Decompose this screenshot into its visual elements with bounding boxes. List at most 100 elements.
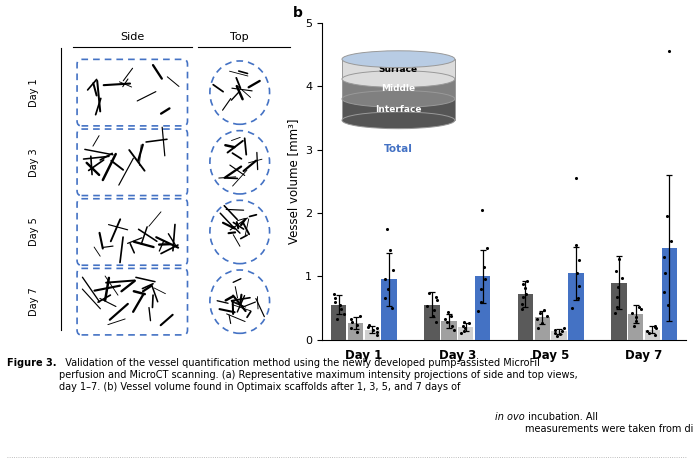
Point xyxy=(338,311,349,318)
Point xyxy=(663,301,674,308)
Point xyxy=(520,291,532,298)
Point xyxy=(473,308,484,315)
Point xyxy=(475,285,486,293)
Bar xyxy=(331,305,346,340)
Bar xyxy=(518,294,533,340)
Text: Day 1: Day 1 xyxy=(29,78,39,107)
Bar xyxy=(662,248,677,340)
Point xyxy=(658,289,669,296)
Point xyxy=(364,321,375,329)
Point xyxy=(611,303,622,310)
Bar xyxy=(441,321,457,340)
Point xyxy=(642,327,653,335)
Point xyxy=(335,306,346,313)
Point xyxy=(551,332,562,340)
Point xyxy=(573,257,584,264)
Text: Day 5: Day 5 xyxy=(29,218,39,246)
Point xyxy=(660,269,671,277)
Y-axis label: Vessel volume [mm³]: Vessel volume [mm³] xyxy=(286,118,299,244)
Point xyxy=(541,312,552,319)
Point xyxy=(481,244,492,252)
Point xyxy=(613,283,624,291)
Point xyxy=(387,304,398,312)
Point xyxy=(480,276,491,283)
Point xyxy=(351,328,362,336)
Point xyxy=(475,298,486,305)
Bar xyxy=(552,331,567,340)
Point xyxy=(429,306,440,313)
Point xyxy=(550,329,561,336)
Point xyxy=(421,302,432,310)
Point xyxy=(610,268,621,275)
Point xyxy=(571,269,582,277)
Point xyxy=(570,174,581,182)
Point xyxy=(644,329,655,336)
Point xyxy=(658,254,669,261)
Point xyxy=(518,294,529,301)
Point xyxy=(649,322,660,330)
Point xyxy=(616,274,627,282)
Point xyxy=(382,285,393,293)
Point xyxy=(566,304,577,312)
Point xyxy=(439,315,450,322)
Point xyxy=(538,306,550,313)
Point xyxy=(533,325,544,332)
Bar xyxy=(644,330,660,340)
Point xyxy=(430,293,441,300)
Point xyxy=(559,325,570,332)
Point xyxy=(573,282,584,290)
Point xyxy=(458,322,469,330)
Point xyxy=(447,322,458,330)
Point xyxy=(328,291,340,298)
Bar xyxy=(611,283,626,340)
Point xyxy=(628,322,639,330)
Text: Day 7: Day 7 xyxy=(29,287,39,316)
Point xyxy=(556,328,568,335)
Point xyxy=(458,327,469,335)
Point xyxy=(570,241,581,248)
Point xyxy=(387,266,398,274)
Text: Day 3: Day 3 xyxy=(29,148,39,177)
Bar xyxy=(458,327,473,340)
Point xyxy=(379,295,390,302)
Point xyxy=(428,312,439,319)
Point xyxy=(633,303,644,310)
Bar xyxy=(365,330,380,340)
Point xyxy=(430,318,441,325)
Point xyxy=(650,325,661,332)
Point xyxy=(345,325,356,332)
Point xyxy=(518,280,529,288)
Point xyxy=(371,331,383,338)
Point xyxy=(459,318,470,325)
Point xyxy=(549,326,560,333)
Text: Side: Side xyxy=(120,33,144,42)
Text: Figure 3.: Figure 3. xyxy=(7,358,56,369)
Point xyxy=(380,276,391,283)
Point xyxy=(635,306,647,313)
Point xyxy=(443,309,454,316)
Bar xyxy=(628,314,643,340)
Point xyxy=(532,316,543,323)
Bar xyxy=(348,323,363,340)
Point xyxy=(346,318,358,325)
Point xyxy=(371,328,382,336)
Text: b: b xyxy=(293,6,303,20)
Point xyxy=(351,321,362,329)
Point xyxy=(519,284,530,291)
Point xyxy=(332,316,343,323)
Point xyxy=(572,295,584,302)
Point xyxy=(455,330,466,337)
Point xyxy=(334,302,345,309)
Point xyxy=(464,319,475,327)
Point xyxy=(613,255,624,262)
Point xyxy=(649,323,660,330)
Text: Validation of the vessel quantification method using the newly developed pump-as: Validation of the vessel quantification … xyxy=(59,358,578,392)
Point xyxy=(662,213,673,220)
Point xyxy=(477,206,488,213)
Point xyxy=(345,316,356,323)
Bar xyxy=(381,280,397,340)
Point xyxy=(609,309,620,317)
Point xyxy=(432,297,443,304)
Bar xyxy=(568,273,584,340)
Bar xyxy=(424,305,440,340)
